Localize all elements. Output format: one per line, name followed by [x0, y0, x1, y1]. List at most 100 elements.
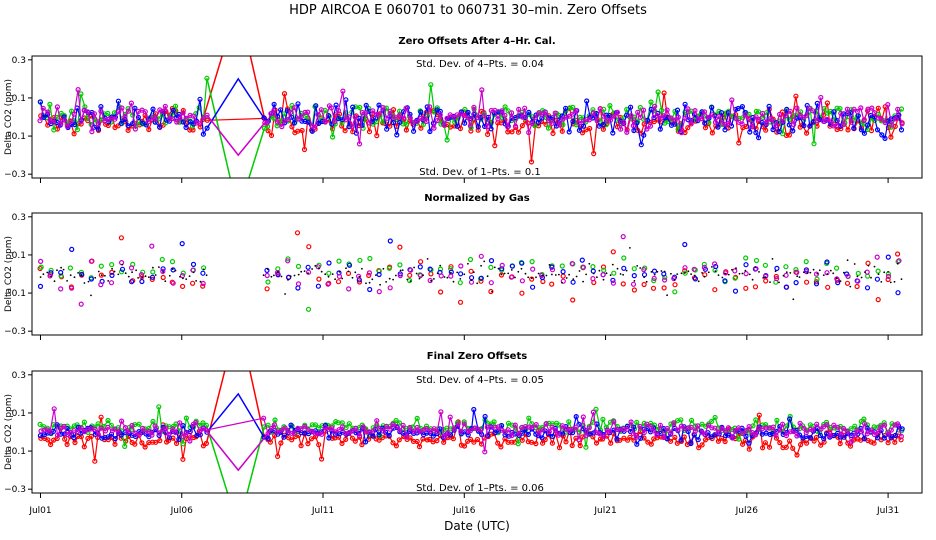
- data-point: [261, 415, 267, 421]
- data-point: [430, 433, 436, 439]
- data-point: [620, 234, 626, 240]
- data-point: [428, 82, 434, 88]
- data-point-gas: [822, 274, 825, 276]
- data-point: [539, 440, 546, 446]
- data-point: [611, 427, 617, 433]
- data-point: [794, 452, 800, 458]
- data-point: [47, 429, 53, 435]
- data-point-gas: [395, 274, 397, 277]
- data-point: [519, 260, 525, 266]
- data-point: [790, 128, 796, 134]
- y-axis: 0.3 0.1 −0.1 −0.3: [4, 371, 32, 495]
- data-point: [289, 437, 295, 443]
- data-point: [149, 276, 155, 282]
- data-point: [877, 424, 884, 430]
- data-point-gas: [347, 270, 350, 273]
- data-point: [878, 115, 884, 121]
- data-point: [611, 113, 617, 119]
- data-point: [800, 438, 806, 444]
- data-point: [648, 441, 654, 447]
- data-point: [319, 118, 325, 125]
- data-point: [281, 434, 287, 440]
- data-point: [129, 279, 135, 285]
- data-point: [845, 127, 851, 133]
- data-point: [54, 104, 61, 110]
- data-point-gas: [789, 272, 792, 274]
- data-point: [363, 110, 369, 116]
- data-point: [716, 113, 722, 120]
- data-point: [363, 102, 369, 109]
- data-point: [591, 430, 597, 436]
- data-point-gas: [154, 274, 157, 276]
- data-point: [122, 425, 129, 431]
- data-point: [102, 428, 109, 434]
- data-point: [835, 424, 841, 430]
- data-point: [139, 278, 145, 285]
- data-point: [722, 270, 729, 276]
- data-point: [895, 106, 901, 112]
- data-point: [743, 285, 749, 291]
- data-point: [651, 275, 657, 281]
- data-point: [756, 412, 762, 418]
- data-point: [647, 123, 654, 129]
- data-point: [105, 434, 111, 440]
- data-point: [187, 127, 193, 133]
- data-point: [393, 417, 399, 424]
- data-point: [651, 278, 657, 284]
- data-point-gas: [796, 275, 799, 278]
- data-points: [37, 56, 905, 178]
- stat-1pt-std: Std. Dev. of 1–Pts. = 0.06: [416, 483, 544, 494]
- data-point: [647, 423, 654, 429]
- data-point: [482, 123, 488, 130]
- data-point: [447, 414, 453, 420]
- data-point: [115, 123, 121, 129]
- data-point: [37, 258, 44, 264]
- panel-title: Zero Offsets After 4–Hr. Cal.: [398, 36, 555, 47]
- data-point: [657, 422, 664, 428]
- data-point: [688, 424, 694, 430]
- data-point: [590, 110, 597, 116]
- data-point-gas: [707, 271, 710, 274]
- data-point: [854, 283, 860, 290]
- data-point: [441, 434, 447, 440]
- data-point: [302, 118, 308, 125]
- data-point: [302, 109, 308, 116]
- data-point: [698, 115, 705, 122]
- data-point: [461, 112, 467, 119]
- data-point: [275, 453, 281, 459]
- data-point: [875, 428, 882, 434]
- data-point: [763, 120, 769, 126]
- data-point: [529, 424, 535, 431]
- data-point-gas: [382, 267, 385, 270]
- data-point: [813, 434, 820, 441]
- x-tick-label: Jul01: [28, 506, 51, 516]
- data-point: [173, 430, 179, 436]
- data-point: [881, 422, 888, 428]
- data-point: [882, 119, 888, 126]
- data-point-gas: [585, 273, 587, 276]
- data-point: [479, 87, 485, 93]
- data-point: [667, 438, 674, 444]
- data-point: [136, 421, 142, 427]
- data-point: [834, 105, 840, 111]
- data-point: [658, 107, 665, 114]
- data-point: [637, 104, 643, 111]
- data-point-gas: [314, 264, 317, 267]
- data-point: [201, 115, 207, 121]
- data-point: [488, 264, 494, 270]
- data-point: [315, 283, 321, 289]
- data-point: [747, 129, 753, 135]
- data-point-gas: [568, 273, 570, 276]
- data-point: [105, 417, 111, 424]
- panel-title: Final Zero Offsets: [427, 351, 527, 362]
- data-point: [630, 431, 637, 437]
- data-point: [736, 140, 742, 146]
- data-point: [814, 421, 820, 427]
- data-point: [718, 109, 725, 116]
- data-point: [81, 429, 88, 435]
- data-point: [512, 422, 518, 428]
- data-point: [295, 425, 301, 431]
- data-point: [559, 423, 566, 429]
- data-point: [499, 266, 505, 272]
- data-point: [180, 456, 186, 462]
